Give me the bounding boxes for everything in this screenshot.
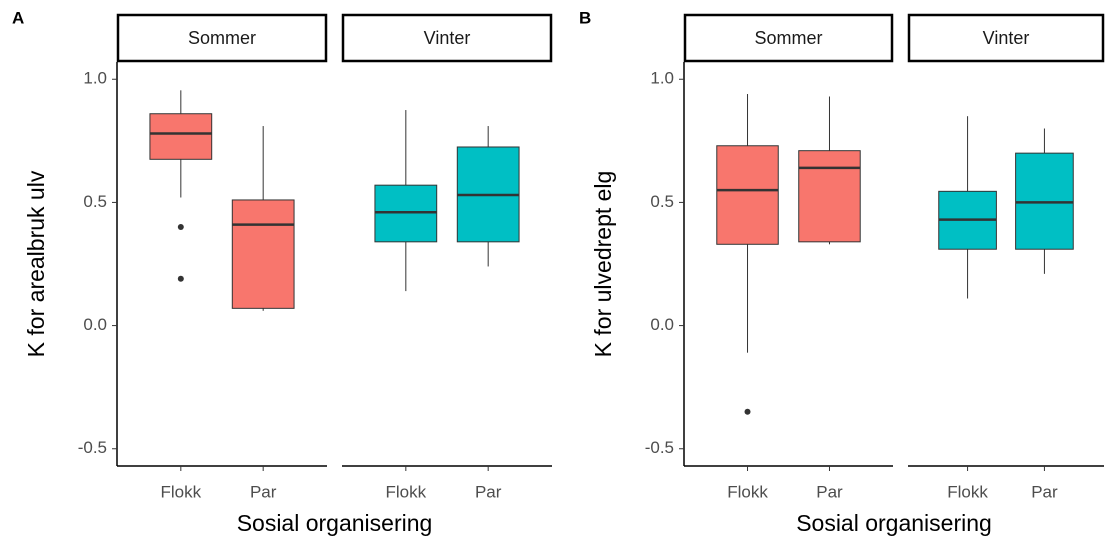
box xyxy=(231,199,295,309)
y-tick-label: 0.0 xyxy=(83,315,107,334)
x-tick-label: Flokk xyxy=(727,482,768,501)
facet-strip xyxy=(683,13,894,63)
box xyxy=(798,150,861,243)
box xyxy=(149,113,213,160)
x-tick-label: Par xyxy=(250,482,277,501)
x-tick-label: Par xyxy=(1031,482,1058,501)
facet-title: Sommer xyxy=(754,28,822,48)
x-tick-label: Flokk xyxy=(947,482,988,501)
y-tick-label: -0.5 xyxy=(78,438,107,457)
y-tick-label: 1.0 xyxy=(83,69,107,88)
outlier xyxy=(177,224,184,231)
facet-strip xyxy=(907,13,1105,63)
y-axis-label: K for arealbruk ulv xyxy=(23,170,49,357)
y-tick-label: 1.0 xyxy=(650,69,674,88)
facet-title: Vinter xyxy=(424,28,471,48)
y-tick-label: 0.0 xyxy=(650,315,674,334)
panel-label: A xyxy=(12,8,24,27)
facet-strip xyxy=(341,13,553,63)
facet-title: Sommer xyxy=(188,28,256,48)
panel-label: B xyxy=(579,8,591,27)
y-tick-label: 0.5 xyxy=(83,192,107,211)
outlier xyxy=(744,408,751,415)
x-tick-label: Flokk xyxy=(161,482,202,501)
y-tick-label: 0.5 xyxy=(650,192,674,211)
y-tick-label: -0.5 xyxy=(645,438,674,457)
x-axis-label: Sosial organisering xyxy=(796,510,992,536)
x-axis-label: Sosial organisering xyxy=(237,510,433,536)
facet-title: Vinter xyxy=(983,28,1030,48)
x-tick-label: Flokk xyxy=(386,482,427,501)
outlier xyxy=(177,275,184,282)
facet-strip xyxy=(116,13,328,63)
x-tick-label: Par xyxy=(475,482,502,501)
x-tick-label: Par xyxy=(816,482,843,501)
y-axis-label: K for ulvedrept elg xyxy=(590,171,616,358)
box xyxy=(716,145,779,245)
